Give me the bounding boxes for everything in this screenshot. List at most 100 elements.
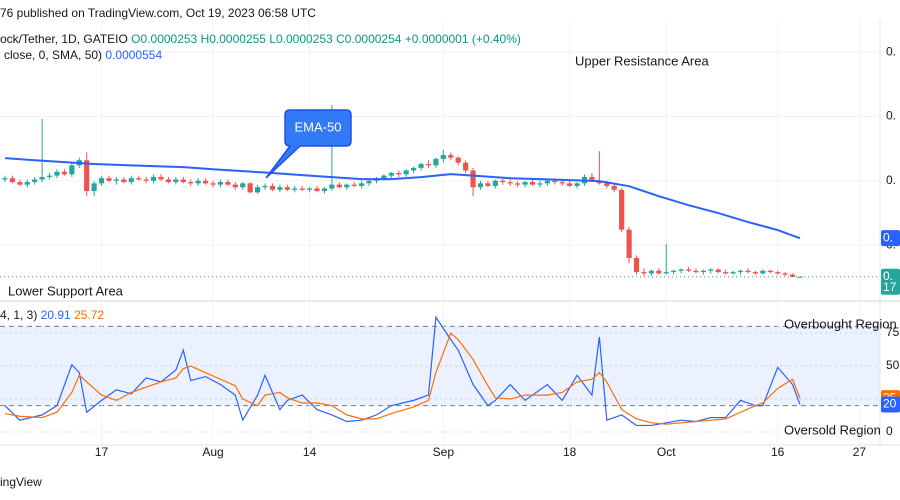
candle-body xyxy=(254,187,261,193)
band-fill xyxy=(0,326,880,406)
candle-body xyxy=(2,178,8,180)
candle-body xyxy=(678,269,684,271)
high-label: H0.0000255 xyxy=(201,32,267,46)
x-tick-label: Oct xyxy=(657,445,676,459)
y-tick-label: 0 xyxy=(886,424,893,438)
candle-body xyxy=(128,178,134,183)
candle-body xyxy=(775,272,781,274)
candle-body xyxy=(730,272,736,274)
x-tick-label: 27 xyxy=(853,445,867,459)
price-badge xyxy=(881,230,900,247)
candle-body xyxy=(418,164,424,168)
candle-body xyxy=(737,270,744,273)
candle-body xyxy=(403,170,409,175)
candle-body xyxy=(663,272,669,274)
stoch-legend: 4, 1, 3) 20.91 25.72 xyxy=(0,308,104,322)
sma-legend: close, 0, SMA, 50) 0.0000554 xyxy=(4,48,162,62)
candle-body xyxy=(789,274,796,277)
candle-body xyxy=(567,183,573,186)
candle-body xyxy=(54,171,60,176)
x-tick-label: 16 xyxy=(771,445,785,459)
candle-body xyxy=(477,183,484,188)
candle-body xyxy=(158,176,164,180)
stoch-line xyxy=(4,315,801,427)
candle-body xyxy=(210,183,216,185)
callout-box xyxy=(265,109,352,179)
candle-body xyxy=(544,180,550,184)
candle-body xyxy=(366,180,372,184)
annotation: Upper Resistance Area xyxy=(575,53,709,68)
candle-body xyxy=(574,183,580,186)
candle-body xyxy=(113,179,120,181)
plot-layer xyxy=(0,20,880,445)
k-value: 20.91 xyxy=(41,308,71,322)
x-tick-label: Aug xyxy=(202,445,223,459)
candle-body xyxy=(448,155,454,158)
low-label: L0.0000253 xyxy=(269,32,333,46)
candle-body xyxy=(136,178,142,180)
candle-body xyxy=(648,270,654,274)
price-badge-label: 0. xyxy=(883,230,893,244)
candle-body xyxy=(46,175,53,177)
candle-body xyxy=(202,180,209,184)
candle-body xyxy=(552,180,558,183)
candle-body xyxy=(314,188,320,192)
price-badge-label: 20 xyxy=(883,397,897,411)
sma-line xyxy=(4,157,801,240)
candle-body xyxy=(195,180,201,184)
candle-body xyxy=(425,164,432,166)
candle-body xyxy=(797,276,803,278)
candle-body xyxy=(641,272,647,274)
price-badge xyxy=(881,268,900,295)
stoch-title: 4, 1, 3) xyxy=(0,308,37,322)
candle-body xyxy=(537,183,543,185)
candle-body xyxy=(515,183,521,185)
candle-body xyxy=(269,185,276,190)
candle-body xyxy=(307,188,313,190)
symbol-legend: ock/Tether, 1D, GATEIO O0.0000253 H0.000… xyxy=(0,32,521,46)
candle-body xyxy=(396,173,402,175)
candle-body xyxy=(723,272,729,274)
published-note: 76 published on TradingView.com, Oct 19,… xyxy=(0,6,316,20)
annotation: Overbought Region xyxy=(784,316,897,331)
candle-body xyxy=(344,184,350,188)
y-tick-label: 75 xyxy=(886,325,900,339)
candle-body xyxy=(247,183,253,193)
candle-body xyxy=(262,185,268,188)
candle-body xyxy=(359,183,365,186)
candle-body xyxy=(277,187,283,190)
candle-body xyxy=(24,182,30,185)
y-tick-label: 0. xyxy=(886,109,896,123)
candle-body xyxy=(745,270,751,273)
y-tick-label: 0. xyxy=(886,173,896,187)
candle-body xyxy=(180,179,186,183)
candle-body xyxy=(143,179,149,181)
candle-body xyxy=(500,180,506,183)
d-value: 25.72 xyxy=(74,308,104,322)
candle-body xyxy=(619,189,625,230)
x-tick-label: 18 xyxy=(563,445,577,459)
candle-body xyxy=(173,179,179,183)
candle-body xyxy=(455,157,461,163)
candle-body xyxy=(715,269,721,273)
candle-body xyxy=(351,184,357,186)
candle-body xyxy=(626,229,632,258)
x-tick-label: 14 xyxy=(303,445,317,459)
candle-body xyxy=(782,273,788,275)
candle-body xyxy=(485,183,491,186)
annotation: Lower Support Area xyxy=(8,283,124,298)
candle-body xyxy=(9,178,16,183)
sma-name: close, 0, SMA, 50) xyxy=(4,48,102,62)
candle-body xyxy=(411,167,417,171)
candle-body xyxy=(470,170,476,188)
candle-body xyxy=(463,162,469,171)
candle-body xyxy=(685,269,692,271)
candle-body xyxy=(292,188,298,190)
candle-body xyxy=(98,178,105,184)
candle-body xyxy=(106,178,112,181)
candle-body xyxy=(39,176,45,180)
candle-body xyxy=(693,270,699,273)
candle-body xyxy=(165,179,172,183)
candle-body xyxy=(522,182,528,185)
